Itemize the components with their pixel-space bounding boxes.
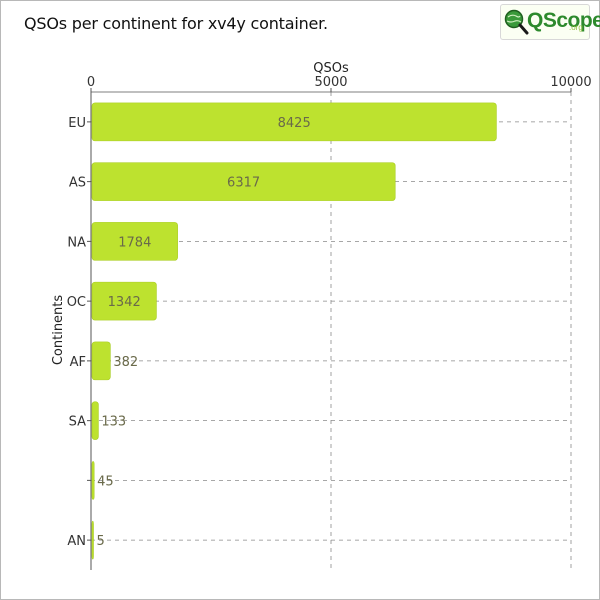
bar [91,341,111,381]
bar [91,102,497,142]
bar-value-label: 133 [101,415,126,430]
bar [91,281,157,321]
axes: EU AS NA OC AF SA AN 0 5000 10000 [67,75,592,570]
y-tick-label: SA [69,415,86,430]
y-tick-label: NA [67,235,86,250]
x-tick-label: 5000 [314,75,347,90]
bar-value-label: 1342 [108,295,141,310]
y-tick-label: AN [67,534,86,549]
grid-lines [91,92,572,570]
bar [91,520,94,560]
y-tick-label: OC [67,295,86,310]
magnifier-globe-icon [504,9,529,35]
bar-value-label: 5 [97,534,105,549]
bar-value-label: 6317 [227,176,260,191]
y-tick-label: AF [70,355,86,370]
x-axis-label: QSOs [313,61,349,76]
chart-title: QSOs per continent for xv4y container. [24,14,328,33]
bar [91,222,178,261]
bar-series: 8425 6317 1784 1342 382 133 45 5 [91,102,497,560]
bar [91,401,99,440]
logo-suffix: .org [569,23,583,32]
y-tick-label: EU [68,116,86,131]
y-axis-label: Continents [51,295,66,366]
bar [91,461,95,500]
qscope-logo[interactable]: QScope .org [500,4,600,40]
bar-value-label: 45 [97,474,114,489]
logo-wordmark: QScope [527,9,600,32]
x-tick-label: 10000 [550,75,591,90]
y-tick-label: AS [69,176,86,191]
bar-value-label: 1784 [118,235,151,250]
bar-value-label: 382 [113,355,138,370]
bar-value-label: 8425 [278,116,311,131]
bar [91,162,396,201]
x-tick-label: 0 [87,75,95,90]
